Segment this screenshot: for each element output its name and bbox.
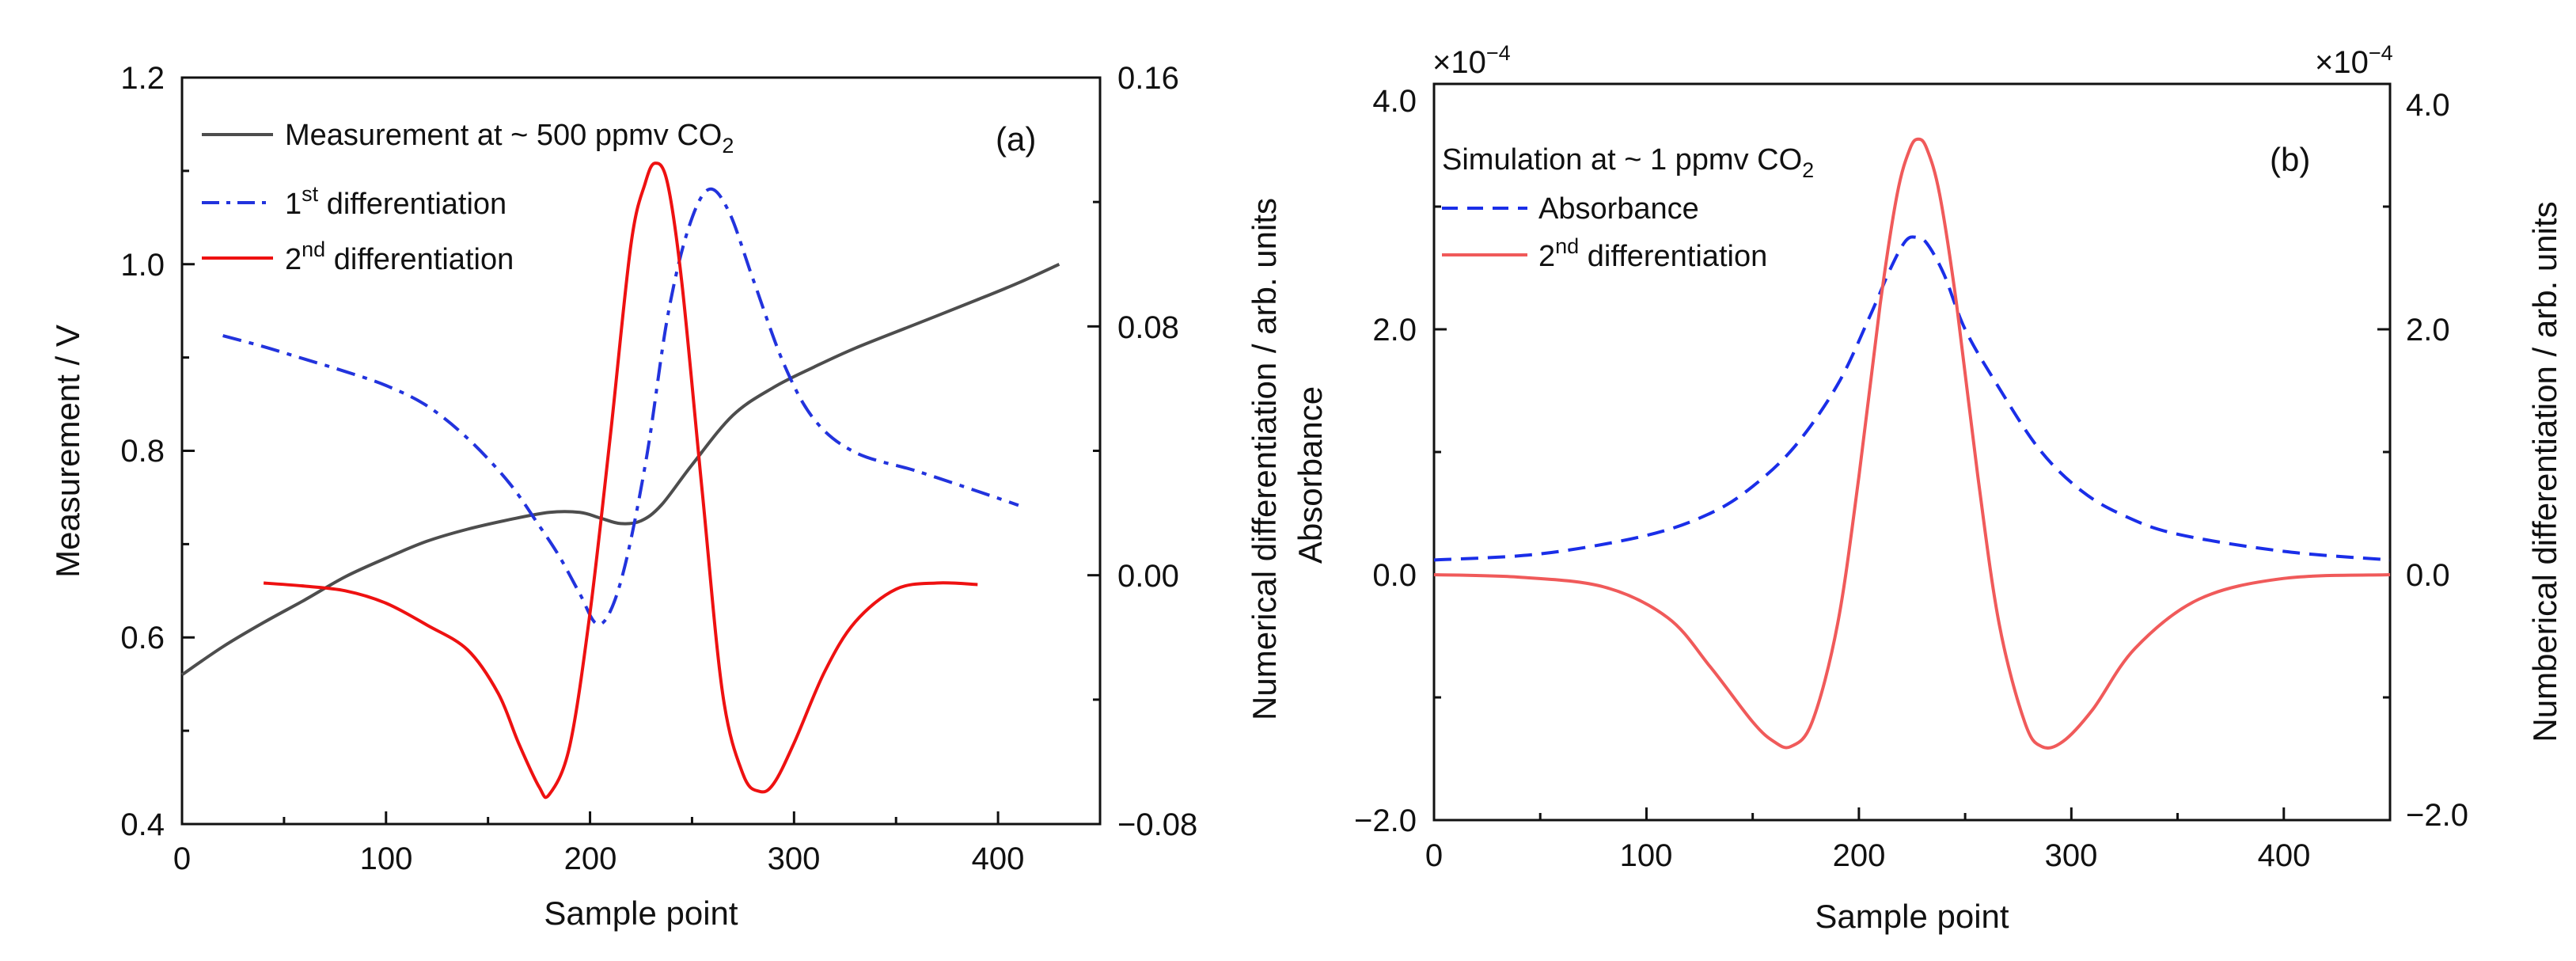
chart-a-ytick-label: 0.6 [120, 621, 165, 655]
legend-label-second-diff-b: 2nd differentiation [1538, 234, 1767, 273]
chart-a-y2tick-label: 0.08 [1117, 310, 1179, 345]
chart-a-xtick-label: 400 [972, 841, 1025, 876]
chart-b-y2tick-label: 0.0 [2406, 558, 2450, 593]
chart-a-xtick-label: 0 [173, 841, 191, 876]
chart-a-y2tick-label: −0.08 [1117, 807, 1197, 842]
chart-b-ylabel: Absorbance [1292, 386, 1329, 564]
legend-label-second-diff: 2nd differentiation [285, 237, 514, 276]
chart-b-ytick-label: −2.0 [1354, 803, 1417, 838]
chart-b-xtick-label: 300 [2045, 838, 2098, 873]
chart-a-y2tick-label: 0.16 [1117, 61, 1179, 96]
chart-a-ytick-label: 0.4 [120, 807, 165, 842]
chart-b-xtick-label: 0 [1425, 838, 1443, 873]
chart-b-xtick-label: 100 [1620, 838, 1673, 873]
chart-b-y2tick-label: 2.0 [2406, 313, 2450, 348]
chart-a-ytick-label: 0.8 [120, 434, 165, 469]
chart-a-series [180, 161, 1060, 800]
series-line-a-2 [263, 161, 978, 800]
chart-a-panel-label: (a) [996, 120, 1036, 158]
chart-b-ytick-label: 4.0 [1372, 84, 1417, 119]
series-line-b-1 [1433, 137, 2391, 750]
chart-b-xtick-label: 200 [1833, 838, 1886, 873]
chart-a-ticks [180, 76, 1100, 826]
legend-label-absorbance: Absorbance [1538, 192, 1699, 226]
series-line-a-1 [222, 187, 1019, 626]
chart-a: 0.4 0.6 0.8 1.0 1.2 −0.08 0.00 0.08 0.16… [49, 61, 1283, 932]
chart-b-xlabel: Sample point [1815, 898, 2009, 935]
chart-a-xtick-label: 100 [360, 841, 413, 876]
legend-title-simulation: Simulation at ~ 1 ppmv CO2 [1442, 143, 1814, 182]
legend-label-measurement: Measurement at ~ 500 ppmv CO2 [285, 119, 734, 158]
chart-b-y2tick-label: −2.0 [2406, 798, 2468, 833]
chart-a-xtick-label: 200 [564, 841, 617, 876]
chart-b-legend: Simulation at ~ 1 ppmv CO2 Absorbance 2n… [1442, 143, 1814, 273]
series-line-b-0 [1433, 235, 2391, 562]
chart-b-panel-label: (b) [2270, 141, 2310, 178]
chart-b-ytick-label: 2.0 [1372, 313, 1417, 348]
legend-label-first-diff: 1st differentiation [285, 182, 506, 221]
chart-a-xtick-label: 300 [768, 841, 821, 876]
chart-b: ×10−4 ×10−4 −2.0 0.0 2.0 4.0 −2.0 0.0 2.… [1292, 41, 2563, 935]
chart-a-ytick-label: 1.2 [120, 61, 165, 96]
chart-a-xlabel: Sample point [544, 895, 738, 932]
chart-b-left-scale-factor: ×10−4 [1432, 41, 1511, 80]
chart-b-right-scale-factor: ×10−4 [2315, 41, 2393, 80]
chart-a-legend: Measurement at ~ 500 ppmv CO2 1st differ… [202, 119, 734, 276]
chart-b-y2label: Numberical differentiation / arb. units [2526, 201, 2563, 742]
chart-a-ylabel: Measurement / V [49, 325, 86, 578]
chart-b-y2tick-label: 4.0 [2406, 88, 2450, 123]
chart-a-y2tick-label: 0.00 [1117, 559, 1179, 594]
chart-b-series [1433, 137, 2391, 750]
chart-b-ytick-label: 0.0 [1372, 558, 1417, 593]
series-line-a-0 [180, 262, 1060, 677]
chart-a-ytick-label: 1.0 [120, 248, 165, 283]
chart-a-y2label: Numerical differentiation / arb. units [1246, 198, 1283, 720]
chart-b-xtick-label: 400 [2258, 838, 2311, 873]
